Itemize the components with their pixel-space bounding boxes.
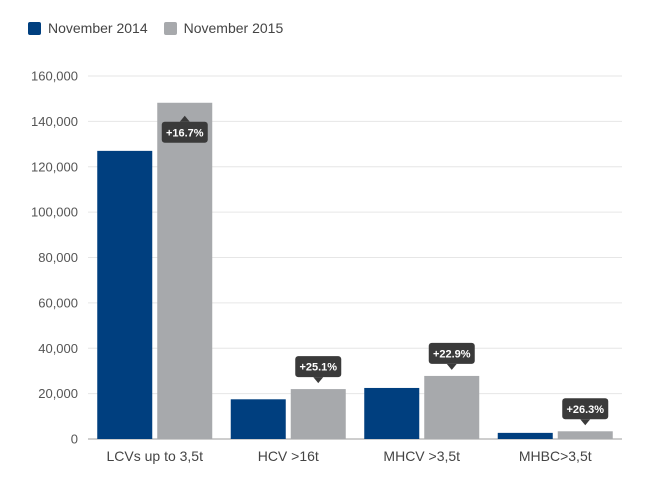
x-category-label: MHBC>3,5t [519,448,592,464]
y-tick-label: 60,000 [38,295,78,310]
x-category-label: LCVs up to 3,5t [106,448,203,464]
legend-item-2015[interactable]: November 2015 [163,20,284,36]
legend-swatch-2015 [163,21,177,35]
y-tick-label: 160,000 [31,69,78,84]
legend: November 2014 November 2015 [28,20,283,36]
annotation-box [562,398,609,420]
annotation-pointer [179,115,190,122]
bar-2014 [230,399,286,439]
bar-2014 [497,432,553,439]
bar-2014 [364,387,420,439]
legend-label-2014: November 2014 [48,20,148,36]
annotation-pointer [580,419,591,426]
bar-2014 [97,150,153,439]
legend-item-2014[interactable]: November 2014 [28,20,148,36]
annotation-label: +26.3% [566,404,604,416]
y-tick-label: 80,000 [38,250,78,265]
annotation-label: +25.1% [299,362,337,374]
x-category-label: MHCV >3,5t [383,448,460,464]
bar-2015 [157,102,213,440]
legend-swatch-2014 [28,21,41,35]
y-tick-label: 120,000 [31,159,78,174]
legend-label-2015: November 2015 [183,20,284,36]
annotation-box [161,121,208,143]
y-tick-label: 140,000 [31,114,78,129]
y-tick-label: 20,000 [38,386,78,401]
y-tick-label: 100,000 [31,205,78,220]
annotation-label: +22.9% [433,348,471,360]
bar-2015 [290,389,346,439]
bar-2015 [424,375,480,439]
x-category-label: HCV >16t [258,448,319,464]
y-tick-label: 40,000 [38,341,78,356]
y-tick-label: 0 [71,432,78,447]
annotation-label: +16.7% [166,127,204,139]
annotation-pointer [446,363,457,370]
bar-2015 [557,431,613,439]
annotation-pointer [313,377,324,384]
annotation-box [428,342,475,364]
annotation-box [295,356,342,378]
